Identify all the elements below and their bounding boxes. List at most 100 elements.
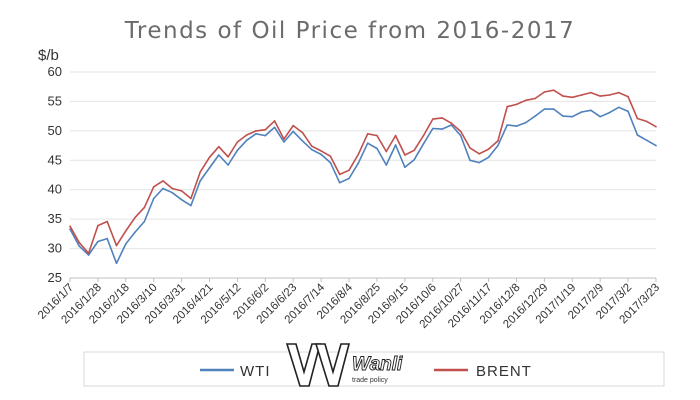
point-brent-44 — [478, 153, 481, 155]
point-brent-56 — [590, 91, 592, 94]
point-wti-57 — [599, 115, 601, 118]
series-line-brent — [69, 89, 657, 255]
point-brent-38 — [422, 134, 425, 137]
logo-subtext: trade policy — [352, 377, 388, 384]
point-wti-6 — [125, 243, 127, 245]
point-wti-12 — [180, 198, 183, 201]
point-brent-35 — [394, 134, 397, 137]
point-brent-10 — [162, 180, 164, 182]
point-brent-15 — [208, 156, 211, 159]
point-brent-3 — [97, 224, 99, 227]
point-brent-51 — [543, 91, 546, 93]
point-wti-28 — [329, 161, 332, 164]
point-brent-53 — [562, 95, 564, 97]
point-wti-23 — [283, 141, 285, 143]
point-brent-33 — [376, 134, 378, 137]
point-brent-48 — [515, 103, 518, 106]
point-wti-35 — [394, 144, 397, 146]
point-wti-7 — [134, 231, 136, 233]
point-wti-21 — [264, 134, 267, 137]
point-brent-29 — [338, 173, 341, 176]
legend-box — [83, 351, 665, 387]
point-brent-9 — [152, 186, 155, 188]
point-wti-54 — [571, 115, 574, 118]
point-wti-3 — [97, 240, 99, 243]
point-brent-54 — [571, 96, 574, 99]
point-wti-4 — [106, 237, 108, 240]
point-brent-21 — [264, 128, 267, 131]
point-wti-0 — [69, 228, 71, 230]
point-brent-2 — [87, 252, 90, 255]
point-brent-14 — [199, 171, 201, 173]
point-wti-9 — [152, 197, 155, 200]
point-wti-45 — [487, 156, 490, 159]
point-wti-49 — [525, 121, 527, 124]
point-brent-4 — [106, 220, 108, 223]
point-brent-57 — [599, 95, 601, 97]
y-tick-25: 25 — [48, 270, 62, 285]
point-wti-15 — [208, 167, 211, 169]
point-brent-23 — [283, 138, 285, 140]
point-brent-32 — [366, 133, 369, 135]
point-wti-39 — [432, 127, 434, 130]
point-brent-42 — [459, 130, 462, 133]
series-lines — [69, 89, 657, 265]
point-wti-40 — [441, 128, 443, 130]
y-tick-35: 35 — [48, 211, 62, 226]
point-wti-56 — [590, 109, 592, 112]
y-axis-label: $/b — [38, 47, 59, 64]
point-wti-63 — [655, 144, 657, 147]
point-brent-16 — [218, 145, 220, 148]
y-tick-45: 45 — [48, 152, 62, 167]
point-brent-58 — [608, 94, 611, 96]
point-wti-43 — [469, 159, 471, 162]
point-wti-34 — [385, 164, 388, 166]
y-tick-55: 55 — [48, 93, 62, 108]
point-wti-24 — [292, 130, 295, 133]
point-brent-8 — [143, 206, 146, 209]
point-wti-61 — [636, 134, 639, 136]
point-wti-11 — [171, 191, 174, 194]
point-brent-12 — [180, 190, 183, 192]
point-wti-22 — [273, 126, 276, 129]
point-brent-41 — [450, 122, 453, 124]
point-wti-58 — [608, 111, 611, 114]
point-wti-60 — [627, 110, 629, 113]
point-brent-20 — [255, 130, 257, 132]
wanli-logo-watermark: Wanli trade policy — [285, 343, 403, 387]
point-brent-30 — [348, 169, 350, 172]
legend-label-wti: WTI — [240, 363, 271, 380]
point-wti-26 — [311, 148, 313, 151]
point-brent-0 — [69, 225, 71, 227]
point-wti-47 — [506, 124, 509, 126]
point-brent-47 — [506, 105, 509, 108]
point-brent-46 — [497, 140, 499, 142]
point-brent-27 — [320, 150, 322, 152]
point-brent-55 — [580, 94, 583, 96]
point-wti-31 — [357, 162, 360, 164]
point-wti-10 — [162, 187, 164, 190]
y-tick-40: 40 — [48, 182, 62, 197]
point-brent-6 — [125, 230, 127, 232]
point-wti-50 — [534, 115, 536, 117]
point-wti-27 — [320, 153, 322, 156]
point-brent-7 — [134, 216, 136, 219]
point-brent-62 — [645, 120, 648, 123]
point-wti-36 — [404, 166, 406, 169]
point-brent-43 — [469, 147, 471, 149]
chart-title: Trends of Oil Price from 2016-2017 — [124, 18, 576, 44]
point-brent-45 — [487, 148, 490, 150]
y-tick-30: 30 — [48, 241, 62, 256]
point-wti-32 — [366, 142, 369, 144]
point-wti-55 — [580, 111, 583, 113]
y-tick-60: 60 — [48, 64, 62, 79]
logo-mark-left-icon — [285, 343, 322, 387]
point-wti-1 — [78, 245, 81, 247]
point-wti-59 — [618, 106, 620, 109]
legend-label-brent: BRENT — [476, 363, 532, 380]
point-brent-60 — [627, 95, 629, 98]
point-wti-18 — [236, 149, 239, 152]
point-brent-25 — [301, 131, 304, 134]
point-wti-46 — [497, 144, 499, 147]
point-wti-51 — [543, 108, 546, 110]
